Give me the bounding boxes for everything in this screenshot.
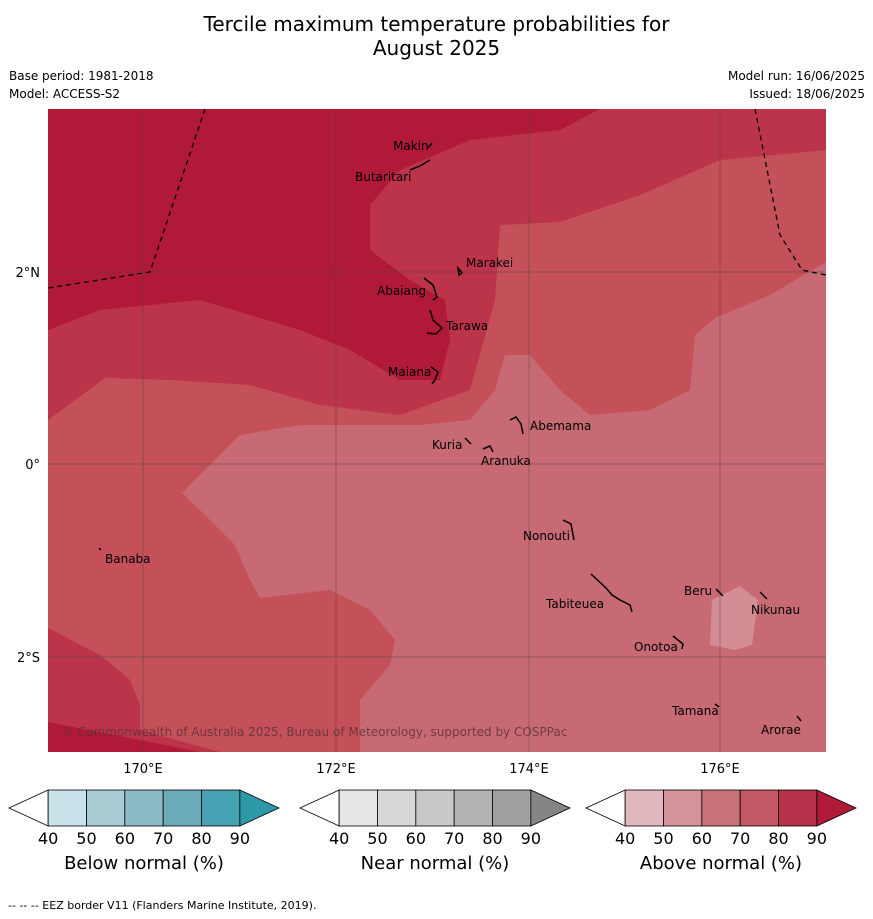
colorbar: 40 50 60 70 80 90 [8,789,280,848]
colorbar-label-below: Below normal (%) [64,853,224,874]
colorbar-segment [415,789,455,827]
model-name: Model: ACCESS-S2 [9,87,121,101]
zone-above-60 [182,262,826,752]
colorbar-extend-low [299,789,340,827]
zone-above-50 [710,586,758,650]
place-label: Marakei [466,256,513,270]
place-label: Aranuka [481,454,531,468]
colorbar-tick-label: 80 [482,829,502,848]
colorbar-segment [47,789,87,827]
colorbar-segment [663,789,703,827]
colorbar-label-above: Above normal (%) [639,853,803,874]
colorbar-tick-label: 70 [153,829,173,848]
place-label: Banaba [105,552,151,566]
place-label: Maiana [388,365,431,379]
lon-tick-label: 174°E [509,762,549,777]
colorbar-tick-label: 60 [406,829,426,848]
colorbar-segment [624,789,664,827]
colorbar-segment [453,789,493,827]
place-label: Beru [684,584,712,598]
colorbar-tick-label: 50 [367,829,387,848]
model-run: Model run: 16/06/2025 [727,69,865,83]
place-label: Kuria [432,438,463,452]
lon-tick-labels: 170°E 172°E 174°E 176°E [123,762,740,777]
lon-tick-label: 176°E [700,762,740,777]
colorbar-segment [701,789,741,827]
grid-lines [48,109,826,752]
colorbar-extend-low [8,789,49,827]
colorbar-extend-high [530,789,571,827]
colorbar-segment [201,789,241,827]
lat-tick-labels: 2°N 0° 2°S [16,266,41,666]
place-label: Nonouti [523,529,570,543]
meta-left: Base period: 1981-2018 Model: ACCESS-S2 [9,67,154,103]
zone-above-70-sw [48,628,220,752]
colorbar-segment [124,789,164,827]
colorbar-segment [338,789,378,827]
colorbars: 40 50 60 70 80 90 40 50 60 70 80 90 40 50 60 70 80 90 [8,789,857,848]
colorbar-tick-label: 70 [444,829,464,848]
colorbar-tick-label: 90 [230,829,250,848]
colorbar-segment [86,789,126,827]
issued-date: Issued: 18/06/2025 [749,87,865,101]
probability-map: Makin Butaritari Marakei Abaiang Tarawa … [48,109,826,752]
colorbar-segment [162,789,202,827]
place-labels: Makin Butaritari Marakei Abaiang Tarawa … [105,139,801,737]
lon-tick-label: 170°E [123,762,163,777]
place-label: Abaiang [377,284,426,298]
colorbar-extend-high [816,789,857,827]
colorbar: 40 50 60 70 80 90 [299,789,571,848]
colorbar-tick-label: 50 [653,829,673,848]
place-label: Onotoa [634,640,678,654]
colorbar-segment [739,789,779,827]
colorbar-tick-label: 70 [730,829,750,848]
lat-tick-label: 0° [25,458,40,473]
colorbar-segment [778,789,818,827]
place-label: Tabiteuea [545,597,604,611]
colorbar-segment [492,789,532,827]
colorbar-tick-label: 60 [115,829,135,848]
colorbar-tick-label: 60 [692,829,712,848]
colorbar-tick-label: 90 [807,829,827,848]
place-label: Makin [393,139,429,153]
colorbar-tick-label: 40 [615,829,635,848]
chart-title: Tercile maximum temperature probabilitie… [0,12,873,60]
island-outlines [98,142,802,722]
colorbar-tick-label: 40 [38,829,58,848]
place-label: Abemama [530,419,591,433]
colorbar-tick-label: 80 [768,829,788,848]
base-period: Base period: 1981-2018 [9,69,154,83]
place-label: Nikunau [751,603,800,617]
title-line-1: Tercile maximum temperature probabilitie… [203,12,670,36]
colorbar-tick-label: 50 [76,829,96,848]
colorbar-label-near: Near normal (%) [360,853,510,874]
zone-above-80-sw-corner [48,722,200,752]
colorbar-tick-label: 40 [329,829,349,848]
colorbar-segment [377,789,417,827]
meta-right: Model run: 16/06/2025 Issued: 18/06/2025 [728,67,865,103]
title-line-2: August 2025 [372,36,501,60]
zone-above-90 [48,109,600,380]
colorbar: 40 50 60 70 80 90 [585,789,857,848]
place-label: Tamana [671,704,719,718]
lat-tick-label: 2°S [17,651,40,666]
lat-tick-label: 2°N [16,266,41,281]
place-label: Arorae [761,723,801,737]
place-label: Tarawa [445,319,488,333]
eez-footnote: -- -- -- EEZ border V11 (Flanders Marine… [8,899,317,912]
colorbar-tick-label: 80 [191,829,211,848]
eez-border [48,109,826,289]
copyright-notice: © Commonwealth of Australia 2025, Bureau… [62,725,567,739]
colorbar-extend-low [585,789,626,827]
colorbar-extend-high [239,789,280,827]
colorbar-tick-label: 90 [521,829,541,848]
lon-tick-label: 172°E [316,762,356,777]
place-label: Butaritari [355,170,412,184]
